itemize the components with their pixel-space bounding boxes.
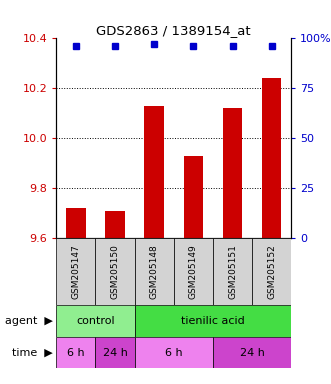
Text: GSM205149: GSM205149 (189, 244, 198, 299)
Bar (105, 210, 125, 238)
Bar (135, 305, 291, 337)
Text: control: control (76, 316, 115, 326)
Text: GSM205151: GSM205151 (228, 244, 237, 299)
Text: GSM205152: GSM205152 (267, 244, 276, 299)
Text: tienilic acid: tienilic acid (181, 316, 245, 326)
Bar (252, 238, 291, 305)
Text: GSM205150: GSM205150 (111, 244, 119, 299)
Text: GSM205148: GSM205148 (150, 244, 159, 299)
Bar (262, 78, 281, 238)
Text: 6 h: 6 h (67, 348, 85, 358)
Text: agent  ▶: agent ▶ (5, 316, 53, 326)
Text: time  ▶: time ▶ (12, 348, 53, 358)
Bar (56, 305, 135, 337)
Bar (95, 337, 135, 368)
Text: 24 h: 24 h (103, 348, 127, 358)
Title: GDS2863 / 1389154_at: GDS2863 / 1389154_at (96, 24, 251, 37)
Bar (213, 238, 252, 305)
Text: 24 h: 24 h (240, 348, 264, 358)
Bar (144, 106, 164, 238)
Bar (135, 238, 174, 305)
Text: 6 h: 6 h (165, 348, 183, 358)
Bar (56, 238, 95, 305)
Bar (213, 337, 291, 368)
Bar (95, 238, 135, 305)
Bar (223, 108, 242, 238)
Text: GSM205147: GSM205147 (71, 244, 80, 299)
Bar (66, 208, 86, 238)
Bar (184, 156, 203, 238)
Bar (135, 337, 213, 368)
Bar (174, 238, 213, 305)
Bar (56, 337, 95, 368)
